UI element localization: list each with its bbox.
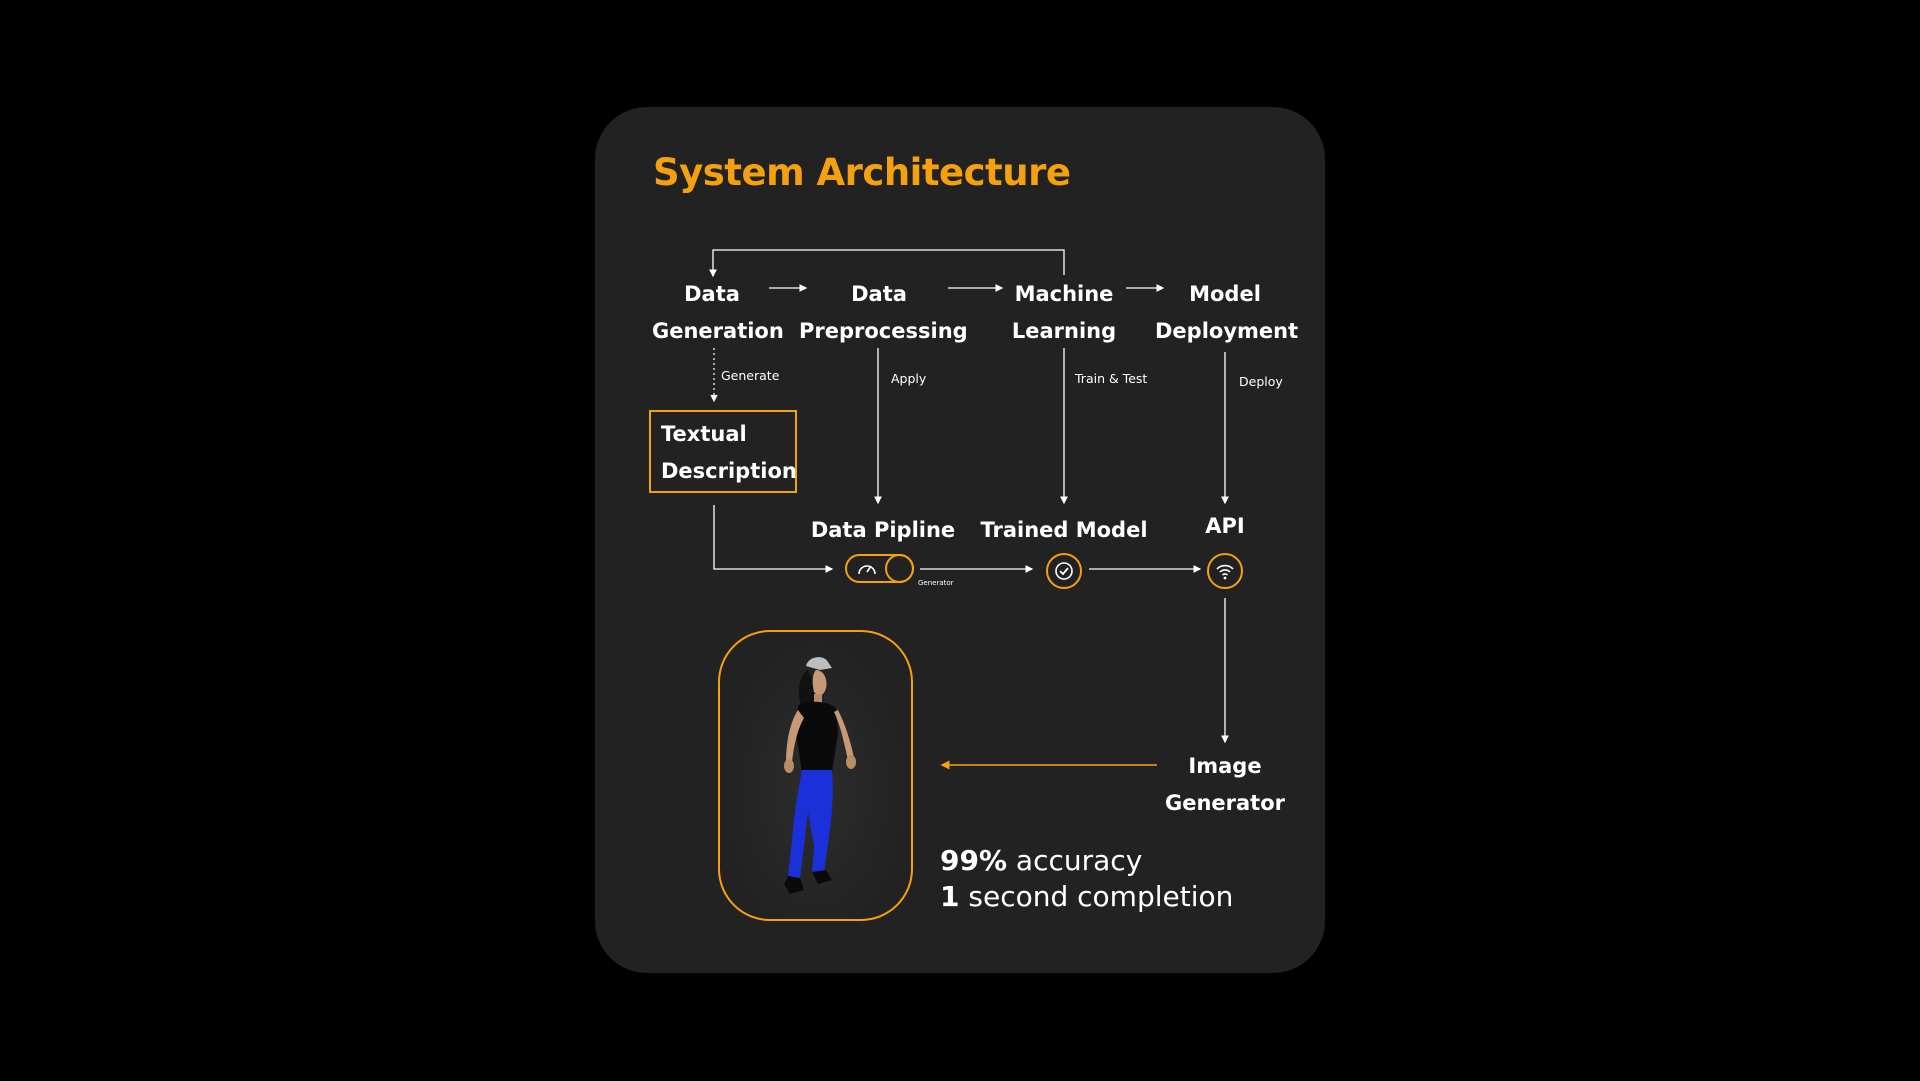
stat-completion-text: second completion (959, 880, 1234, 913)
architecture-card (595, 107, 1325, 973)
label-generator-small: Generator (918, 579, 954, 587)
avatar-left-shoe (784, 876, 804, 894)
node-data-generation: Data Generation (652, 282, 784, 343)
avatar-left-hand (784, 759, 794, 773)
node-data-pipeline: Data Pipline (810, 518, 956, 542)
wifi-symbol (1216, 564, 1234, 580)
arrow-description-to-pipeline (713, 505, 834, 573)
label-apply: Apply (891, 371, 927, 386)
diagram-title: System Architecture (653, 151, 1071, 194)
avatar-right-arm (834, 710, 854, 760)
stat-completion-value: 1 (940, 880, 960, 913)
check-icon (1055, 562, 1073, 580)
3d-avatar-image (784, 657, 856, 894)
speedometer-icon (858, 565, 876, 575)
feedback-loop-arrow (709, 249, 1065, 278)
avatar-cap (806, 657, 832, 670)
avatar-right-shoe (812, 870, 832, 884)
stat-accuracy-value: 99% (940, 844, 1008, 877)
stat-completion: 1 second completion (940, 880, 1233, 913)
node-model-deployment: Model Deployment (1155, 282, 1299, 343)
stat-accuracy: 99% accuracy (940, 844, 1142, 877)
node-data-preprocessing: Data Preprocessing (799, 282, 968, 343)
label-deploy: Deploy (1239, 374, 1283, 389)
wifi-icon (1207, 553, 1243, 589)
node-api: API (1205, 514, 1245, 538)
output-avatar-image (718, 630, 913, 921)
toggle-knob (885, 554, 914, 583)
avatar-torso (796, 701, 838, 772)
speedometer-toggle-icon (845, 554, 914, 583)
label-generate: Generate (721, 368, 780, 383)
node-image-generator: Image Generator (1164, 754, 1286, 815)
avatar-right-hand (846, 755, 856, 769)
node-trained-model: Trained Model (980, 518, 1148, 542)
avatar-left-arm (786, 710, 804, 762)
avatar-pants (788, 770, 833, 878)
node-textual-description: Textual Description (649, 410, 797, 493)
label-train-test: Train & Test (1075, 371, 1148, 386)
node-machine-learning: Machine Learning (1011, 282, 1117, 343)
avatar-neck (814, 694, 822, 704)
avatar-face (812, 670, 827, 696)
check-circle-icon (1046, 553, 1082, 589)
stat-accuracy-text: accuracy (1007, 844, 1143, 877)
